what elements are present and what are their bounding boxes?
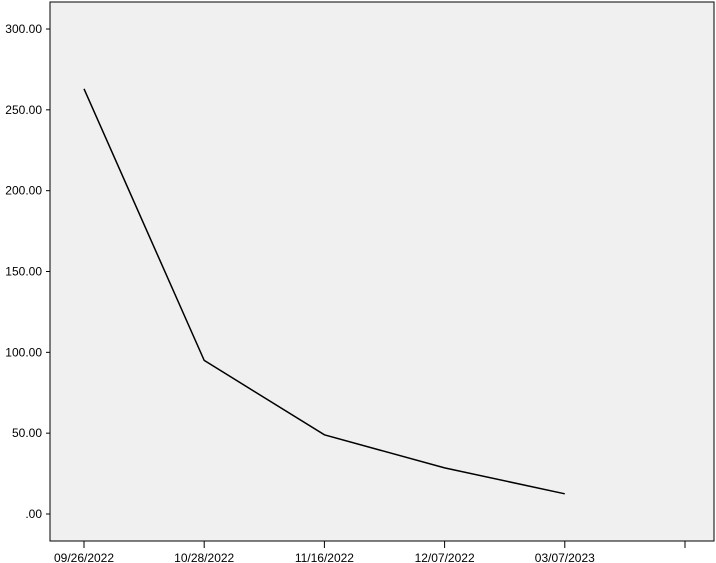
y-tick-label: 100.00: [5, 345, 42, 359]
x-tick-label: 10/28/2022: [174, 551, 234, 563]
y-tick-label: 250.00: [5, 103, 42, 117]
x-axis: 09/26/2022 10/28/2022 11/16/2022 12/07/2022…: [54, 541, 686, 563]
x-tick-label: 11/16/2022: [295, 551, 354, 563]
x-tick-label: 03/07/2023: [535, 551, 595, 563]
y-tick-label: 150.00: [5, 265, 42, 279]
y-tick-label: 300.00: [5, 22, 42, 36]
y-axis: .00 50.00 100.00 150.00 200.00 250.00 300.00: [5, 22, 50, 521]
series-line: [83, 88, 565, 495]
y-tick-label: 200.00: [5, 184, 42, 198]
y-tick-label: .00: [25, 507, 42, 521]
plot-area: [49, 1, 715, 542]
y-tick-label: 50.00: [12, 426, 42, 440]
series-layer: [83, 88, 565, 495]
x-tick-label: 09/26/2022: [54, 551, 114, 563]
x-tick-label: 12/07/2022: [415, 551, 475, 563]
